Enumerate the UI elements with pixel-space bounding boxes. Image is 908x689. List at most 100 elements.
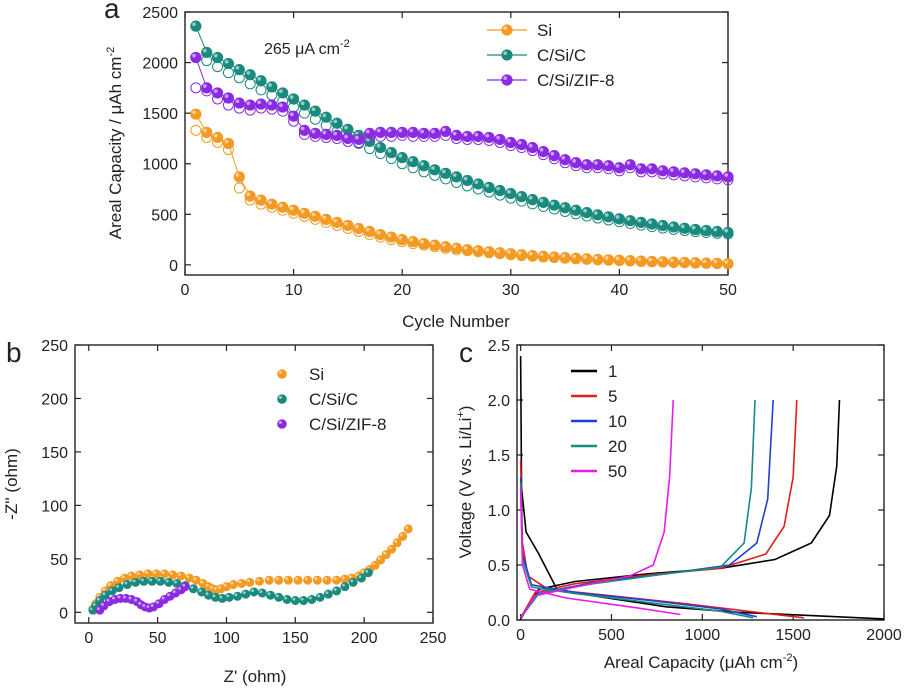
charge-point-highlight [517, 140, 522, 145]
charge-point [700, 169, 712, 181]
impedance-point-highlight [355, 573, 359, 576]
charge-point [505, 248, 517, 260]
impedance-point-highlight [300, 597, 304, 601]
charge-point [418, 160, 430, 172]
discharge-point [233, 182, 245, 194]
impedance-point-highlight [304, 577, 308, 581]
charge-point-highlight [702, 171, 707, 175]
impedance-point-highlight [314, 577, 318, 581]
charge-point [342, 219, 354, 232]
impedance-point [257, 588, 267, 598]
charge-point-highlight [485, 133, 490, 138]
impedance-point [266, 590, 276, 600]
legend-label: Si [537, 21, 552, 40]
charge-point [592, 253, 604, 265]
charge-point [190, 51, 202, 64]
charge-point-highlight [213, 89, 218, 93]
legend-label: 20 [608, 437, 627, 456]
impedance-point-highlight [178, 586, 182, 590]
charge-point [537, 145, 549, 158]
legend-marker-highlight [503, 51, 507, 55]
charge-point-highlight [235, 99, 240, 104]
charge-point [689, 168, 702, 180]
charge-point-highlight [289, 112, 294, 117]
charge-point-highlight [441, 242, 446, 247]
impedance-point-highlight [325, 591, 329, 595]
charge-point-highlight [604, 162, 609, 166]
charge-point-highlight [311, 107, 316, 112]
charge-point-highlight [691, 170, 696, 174]
charge-point-highlight [420, 239, 424, 244]
charge-point-highlight [322, 113, 327, 118]
impedance-point [363, 568, 373, 578]
impedance-point [274, 592, 284, 602]
charge-point-highlight [474, 180, 479, 184]
charge-point [678, 222, 691, 234]
charge-point [450, 171, 463, 183]
charge-point-highlight [702, 226, 707, 231]
charge-point-highlight [398, 235, 403, 240]
impedance-point-highlight [284, 596, 288, 600]
impedance-point-highlight [377, 556, 381, 560]
impedance-point-highlight [267, 592, 271, 596]
charge-point [255, 194, 267, 206]
charge-point-highlight [561, 253, 566, 258]
impedance-point-highlight [246, 579, 250, 583]
impedance-point [143, 569, 153, 579]
x-tick-label: 100 [213, 630, 240, 647]
impedance-point-highlight [146, 605, 150, 609]
charge-point [407, 156, 419, 168]
impedance-point [241, 589, 251, 599]
charge-point-highlight [268, 101, 272, 106]
charge-point [364, 127, 376, 139]
charge-point [646, 218, 658, 230]
charge-point-highlight [572, 159, 576, 163]
charge-point [678, 256, 691, 269]
y-tick-label: 50 [50, 552, 68, 569]
legend-label: C/Si/C [309, 390, 358, 409]
charge-point-highlight [279, 203, 283, 208]
x-tick-label: 250 [420, 630, 447, 647]
charge-point-highlight [333, 131, 338, 136]
charge-point [472, 245, 484, 257]
impedance-point [340, 582, 350, 592]
panel-b-ylabel: -Z'' (ohm) [2, 448, 21, 520]
impedance-point-highlight [138, 601, 142, 605]
charge-point [233, 97, 245, 109]
x-tick-label: 1500 [775, 627, 811, 644]
charge-point [494, 184, 506, 197]
charge-point [396, 152, 408, 164]
impedance-point [228, 580, 238, 590]
impedance-point [332, 575, 342, 585]
charge-point-highlight [463, 176, 468, 181]
charge-point [309, 127, 321, 139]
charge-point [516, 249, 528, 261]
panel-b-xlabel: Z' (ohm) [224, 667, 287, 686]
charge-point-highlight [724, 259, 729, 264]
impedance-point-highlight [308, 596, 312, 600]
impedance-point-highlight [124, 581, 128, 585]
charge-point [722, 171, 734, 183]
charge-point [592, 159, 604, 171]
panel-c-plot-frame [516, 344, 885, 621]
x-tick-label: 500 [598, 627, 625, 644]
charge-point [450, 242, 463, 254]
charge-point [722, 226, 734, 239]
impedance-point [151, 569, 161, 579]
charge-point-highlight [311, 129, 316, 134]
panel-c-legend: 1 5 10 20 50 [571, 362, 627, 481]
charge-point [374, 141, 387, 154]
impedance-point-highlight [205, 583, 209, 587]
charge-point [255, 98, 267, 110]
legend-label: Si [309, 365, 324, 384]
charge-point-highlight [539, 147, 544, 152]
charge-point [298, 124, 311, 136]
impedance-point-highlight [219, 595, 223, 599]
charge-point-highlight [279, 89, 283, 93]
charge-point [331, 216, 343, 228]
charge-point [222, 57, 235, 70]
charge-point [222, 137, 235, 150]
charge-point [483, 246, 495, 258]
panel-c-axes: 0 500 1000 1500 2000 0.0 0.5 1.0 1.5 2.0 2.5 [488, 338, 902, 644]
charge-point [635, 216, 647, 228]
